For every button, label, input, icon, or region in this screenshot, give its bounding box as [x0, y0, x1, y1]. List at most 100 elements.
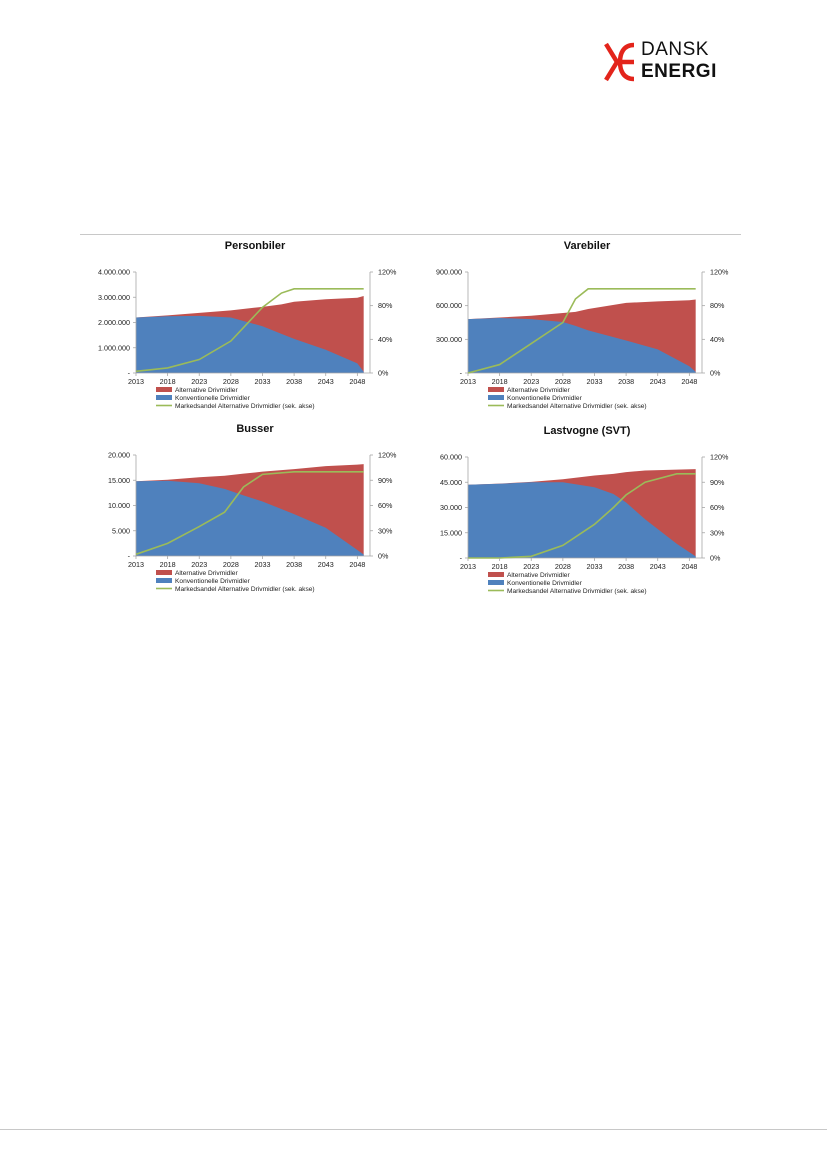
x-tick-label: 2023: [523, 377, 539, 386]
logo-line-1: DANSK: [641, 39, 709, 60]
legend-swatch-konventionelle: [156, 395, 172, 400]
x-tick-label: 2048: [681, 562, 697, 571]
chart-busser: Busser - 5.000 10.000 15.000 20.000 0% 30% 60% 90…: [80, 421, 410, 601]
legend-label-konventionelle: Konventionelle Drivmidler: [507, 395, 583, 402]
x-tick-label: 2028: [223, 560, 239, 569]
chart-title: Busser: [236, 423, 274, 435]
y-tick-label: 30.000: [440, 503, 462, 512]
x-tick-label: 2018: [160, 560, 176, 569]
y-tick-label: 4.000.000: [98, 268, 130, 277]
x-tick-label: 2043: [650, 562, 666, 571]
y-tick-label: 45.000: [440, 478, 462, 487]
chart-title: Personbiler: [225, 240, 286, 252]
y2-tick-label: 90%: [378, 476, 393, 485]
top-divider: [80, 234, 741, 235]
chart-title: Varebiler: [564, 240, 611, 252]
chart-svg: Busser - 5.000 10.000 15.000 20.000 0% 30% 60% 90…: [108, 423, 397, 593]
y2-tick-label: 60%: [710, 503, 725, 512]
x-tick-label: 2013: [128, 377, 144, 386]
dansk-energi-logo: DANSK ENERGI: [603, 38, 753, 86]
x-tick-label: 2033: [254, 560, 270, 569]
area-konventionelle-drivmidler: [468, 318, 696, 373]
x-tick-label: 2048: [681, 377, 697, 386]
x-tick-label: 2043: [318, 560, 334, 569]
y2-tick-label: 80%: [378, 301, 393, 310]
x-tick-label: 2028: [555, 562, 571, 571]
y2-tick-label: 120%: [710, 268, 729, 277]
y2-tick-label: 0%: [378, 369, 389, 378]
legend-swatch-alternative: [488, 572, 504, 577]
y2-tick-label: 0%: [378, 552, 389, 561]
y2-tick-label: 60%: [378, 501, 393, 510]
chart-svg: Personbiler - 1.000.000 2.000.000 3.000.000 4…: [98, 240, 397, 410]
legend-label-alternative: Alternative Drivmidler: [175, 387, 238, 394]
x-tick-label: 2033: [586, 562, 602, 571]
y-tick-label: 20.000: [108, 451, 130, 460]
x-tick-label: 2033: [586, 377, 602, 386]
y2-tick-label: 120%: [710, 453, 729, 462]
legend-label-alternative: Alternative Drivmidler: [175, 570, 238, 577]
x-tick-label: 2038: [618, 562, 634, 571]
legend-swatch-konventionelle: [488, 580, 504, 585]
legend-swatch-konventionelle: [488, 395, 504, 400]
y2-tick-label: 90%: [710, 478, 725, 487]
legend-swatch-konventionelle: [156, 578, 172, 583]
y-tick-label: 15.000: [440, 528, 462, 537]
x-tick-label: 2038: [618, 377, 634, 386]
legend-swatch-alternative: [488, 387, 504, 392]
x-tick-label: 2028: [555, 377, 571, 386]
y-tick-label: 1.000.000: [98, 343, 130, 352]
legend-label-konventionelle: Konventionelle Drivmidler: [175, 395, 251, 402]
x-tick-label: 2018: [160, 377, 176, 386]
y-tick-label: -: [128, 369, 131, 378]
y2-tick-label: 30%: [710, 528, 725, 537]
bottom-divider: [0, 1129, 827, 1130]
y-tick-label: 3.000.000: [98, 293, 130, 302]
y-tick-label: 10.000: [108, 501, 130, 510]
y-tick-label: -: [128, 552, 131, 561]
x-tick-label: 2013: [460, 377, 476, 386]
chart-svg: Varebiler - 300.000 600.000 900.000 0% 40% 80% 1…: [436, 240, 729, 410]
legend-swatch-alternative: [156, 387, 172, 392]
y-tick-label: -: [460, 554, 463, 563]
y-tick-label: 5.000: [112, 526, 130, 535]
x-tick-label: 2048: [349, 560, 365, 569]
x-tick-label: 2023: [523, 562, 539, 571]
x-tick-label: 2048: [349, 377, 365, 386]
y2-tick-label: 30%: [378, 526, 393, 535]
y-tick-label: 60.000: [440, 453, 462, 462]
logo-mark-icon: [604, 42, 635, 82]
x-tick-label: 2013: [128, 560, 144, 569]
y-tick-label: 15.000: [108, 476, 130, 485]
y2-tick-label: 40%: [378, 335, 393, 344]
y-tick-label: 900.000: [436, 268, 462, 277]
x-tick-label: 2023: [191, 560, 207, 569]
chart-varebiler: Varebiler - 300.000 600.000 900.000 0% 40% 80% 1…: [412, 238, 742, 418]
y-tick-label: 300.000: [436, 335, 462, 344]
area-konventionelle-drivmidler: [136, 315, 364, 373]
legend-label-markedsandel: Markedsandel Alternative Drivmidler (sek…: [507, 403, 647, 410]
x-tick-label: 2043: [318, 377, 334, 386]
x-tick-label: 2033: [254, 377, 270, 386]
area-konventionelle-drivmidler: [136, 480, 364, 556]
x-tick-label: 2038: [286, 560, 302, 569]
y-tick-label: 2.000.000: [98, 318, 130, 327]
legend-label-alternative: Alternative Drivmidler: [507, 572, 570, 579]
y2-tick-label: 40%: [710, 335, 725, 344]
legend-swatch-alternative: [156, 570, 172, 575]
chart-title: Lastvogne (SVT): [544, 425, 631, 437]
x-tick-label: 2013: [460, 562, 476, 571]
legend-label-konventionelle: Konventionelle Drivmidler: [507, 580, 583, 587]
legend-label-konventionelle: Konventionelle Drivmidler: [175, 578, 251, 585]
chart-personbiler: Personbiler - 1.000.000 2.000.000 3.000.000 4…: [80, 238, 410, 418]
x-tick-label: 2023: [191, 377, 207, 386]
y-tick-label: -: [460, 369, 463, 378]
chart-lastvogne: Lastvogne (SVT) - 15.000 30.000 45.000 60.000…: [412, 423, 742, 603]
x-tick-label: 2028: [223, 377, 239, 386]
x-tick-label: 2043: [650, 377, 666, 386]
y2-tick-label: 120%: [378, 451, 397, 460]
legend-label-markedsandel: Markedsandel Alternative Drivmidler (sek…: [507, 588, 647, 595]
line-markedsandel: [135, 471, 364, 556]
area-konventionelle-drivmidler: [468, 482, 696, 558]
y2-tick-label: 80%: [710, 301, 725, 310]
